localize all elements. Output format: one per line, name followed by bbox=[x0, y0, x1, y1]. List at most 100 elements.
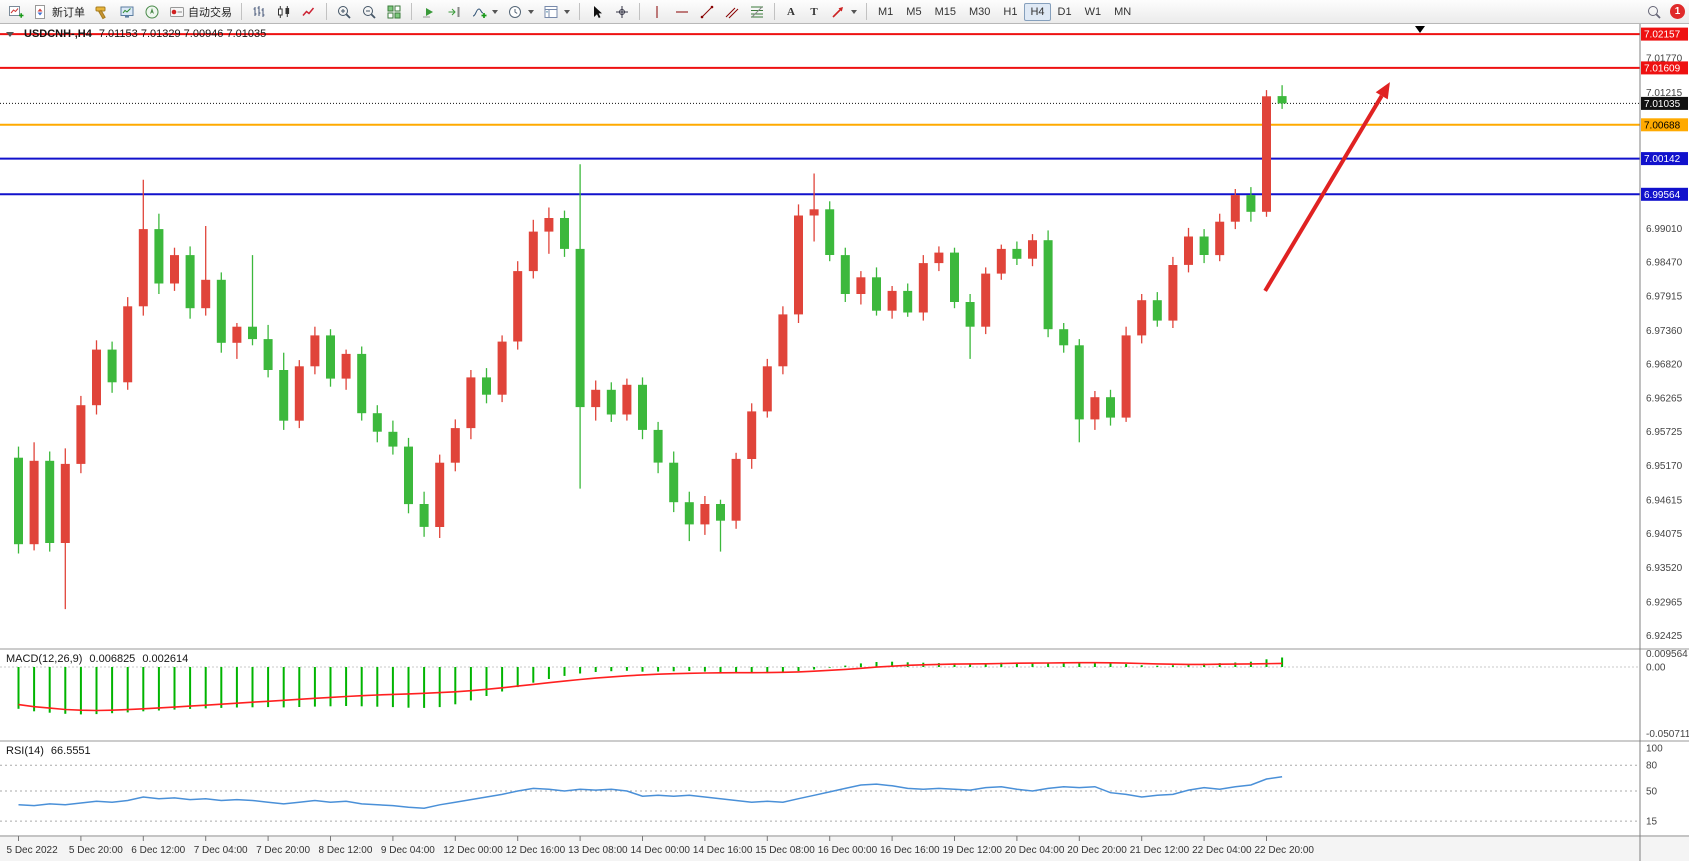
zoom-out-button[interactable] bbox=[357, 2, 381, 22]
chart-candles-button[interactable] bbox=[272, 2, 296, 22]
timeframe-button-w1[interactable]: W1 bbox=[1079, 3, 1108, 21]
time-axis-background bbox=[0, 837, 1689, 861]
zoom-in-icon bbox=[338, 5, 351, 19]
chart-shift-button[interactable] bbox=[442, 2, 466, 22]
chart-shift-marker[interactable] bbox=[1415, 26, 1425, 33]
rsi-line bbox=[18, 776, 1283, 809]
timeframe-button-m5[interactable]: M5 bbox=[900, 3, 927, 21]
new-order-button[interactable]: 新订单 bbox=[29, 2, 89, 22]
channel-tool-button[interactable] bbox=[720, 2, 744, 22]
timeframe-button-m30[interactable]: M30 bbox=[963, 3, 996, 21]
arrows-tool-button[interactable] bbox=[826, 2, 861, 22]
tile-windows-icon bbox=[387, 5, 401, 18]
horizontal-line-icon bbox=[676, 11, 688, 12]
svg-text:22 Dec 04:00: 22 Dec 04:00 bbox=[1192, 845, 1252, 856]
price-labels: 7.02157 7.01609 7.01035 7.00688 7.00142 6.995… bbox=[1641, 27, 1688, 201]
toolbar-separator bbox=[866, 3, 867, 20]
arrow-tool-icon bbox=[832, 6, 843, 18]
zoom-in-button[interactable] bbox=[332, 2, 356, 22]
template-icon bbox=[544, 5, 558, 18]
templates-button[interactable] bbox=[539, 2, 574, 22]
svg-text:80: 80 bbox=[1646, 761, 1658, 772]
trendline-tool-button[interactable] bbox=[695, 2, 719, 22]
svg-text:13 Dec 08:00: 13 Dec 08:00 bbox=[568, 845, 628, 856]
chevron-down-icon bbox=[528, 9, 534, 14]
svg-text:6.96820: 6.96820 bbox=[1646, 359, 1683, 370]
svg-text:20 Dec 04:00: 20 Dec 04:00 bbox=[1005, 845, 1065, 856]
svg-text:6.99010: 6.99010 bbox=[1646, 224, 1683, 235]
candlestick-icon bbox=[278, 5, 290, 18]
clock-icon bbox=[509, 5, 521, 18]
price-label-7.00688 bbox=[1641, 118, 1688, 132]
chart-bars-button[interactable] bbox=[247, 2, 271, 22]
channel-icon bbox=[725, 7, 739, 18]
zoom-out-icon bbox=[363, 5, 376, 19]
periods-button[interactable] bbox=[503, 2, 538, 22]
svg-text:7.01770: 7.01770 bbox=[1646, 54, 1683, 65]
label-tool-button[interactable]: T bbox=[803, 2, 825, 22]
svg-text:5 Dec 20:00: 5 Dec 20:00 bbox=[69, 845, 123, 856]
svg-text:6.98470: 6.98470 bbox=[1646, 257, 1683, 268]
monitor-icon bbox=[120, 6, 134, 18]
autoscroll-button[interactable] bbox=[417, 2, 441, 22]
timeframe-button-m1[interactable]: M1 bbox=[872, 3, 899, 21]
market-watch-button[interactable] bbox=[115, 2, 139, 22]
timeframe-button-d1[interactable]: D1 bbox=[1052, 3, 1078, 21]
cursor-button[interactable] bbox=[585, 2, 609, 22]
autotrading-icon bbox=[170, 6, 184, 17]
timeframe-button-h4[interactable]: H4 bbox=[1024, 2, 1051, 21]
toolbar-right-group: 1 bbox=[1642, 2, 1685, 22]
horizontal-line-tool-button[interactable] bbox=[670, 2, 694, 22]
horizontal-lines-layer bbox=[0, 33, 1640, 196]
text-tool-button[interactable]: A bbox=[780, 2, 802, 22]
timeframe-button-h1[interactable]: H1 bbox=[997, 3, 1023, 21]
autotrading-button[interactable]: 自动交易 bbox=[165, 2, 236, 22]
crosshair-button[interactable] bbox=[610, 2, 634, 22]
svg-text:9 Dec 04:00: 9 Dec 04:00 bbox=[381, 845, 435, 856]
svg-text:7.01215: 7.01215 bbox=[1646, 88, 1683, 99]
chart-shift-icon bbox=[448, 6, 460, 17]
svg-text:16 Dec 16:00: 16 Dec 16:00 bbox=[880, 845, 940, 856]
svg-text:14 Dec 00:00: 14 Dec 00:00 bbox=[631, 845, 691, 856]
svg-text:7.02157: 7.02157 bbox=[1644, 30, 1681, 41]
svg-text:6.97915: 6.97915 bbox=[1646, 292, 1683, 303]
chart-canvas[interactable]: 7.01770 7.01215 6.99010 6.98470 6.97915 6.973… bbox=[0, 24, 1689, 861]
search-button[interactable] bbox=[1642, 2, 1666, 22]
main-toolbar: 新订单 自动交易 A T M1 M5 M15 M30 H1 H4 D1 W1 M… bbox=[0, 0, 1689, 24]
svg-text:21 Dec 12:00: 21 Dec 12:00 bbox=[1130, 845, 1190, 856]
svg-text:50: 50 bbox=[1646, 787, 1658, 798]
trendline-icon bbox=[700, 5, 714, 18]
fibonacci-tool-button[interactable] bbox=[745, 2, 769, 22]
vertical-line-tool-button[interactable] bbox=[645, 2, 669, 22]
indicators-button[interactable] bbox=[467, 2, 502, 22]
timeframe-button-m15[interactable]: M15 bbox=[929, 3, 962, 21]
rsi-scale-ticks: 100 80 50 15 bbox=[1646, 744, 1663, 828]
price-label-6.99564 bbox=[1641, 187, 1688, 201]
toolbar-separator bbox=[326, 3, 327, 20]
chart-window[interactable]: 7.01770 7.01215 6.99010 6.98470 6.97915 6.973… bbox=[0, 24, 1689, 861]
notification-badge[interactable]: 1 bbox=[1670, 4, 1685, 19]
navigator-button[interactable] bbox=[140, 2, 164, 22]
svg-text:6.99564: 6.99564 bbox=[1644, 190, 1681, 201]
chevron-down-icon bbox=[564, 9, 570, 14]
macd-signal-line bbox=[18, 661, 1283, 712]
chevron-down-icon bbox=[851, 9, 857, 14]
expert-tools-button[interactable] bbox=[90, 2, 114, 22]
timeframe-button-mn[interactable]: MN bbox=[1108, 3, 1137, 21]
svg-text:0.00: 0.00 bbox=[1646, 663, 1666, 674]
trend-arrow-annotation[interactable] bbox=[1263, 82, 1390, 292]
chart-line-button[interactable] bbox=[297, 2, 321, 22]
candles-layer bbox=[14, 85, 1287, 610]
macd-histogram bbox=[17, 657, 1284, 715]
svg-text:7 Dec 04:00: 7 Dec 04:00 bbox=[194, 845, 248, 856]
toolbar-separator bbox=[411, 3, 412, 20]
new-chart-button[interactable] bbox=[4, 2, 28, 22]
autoscroll-icon bbox=[423, 7, 433, 17]
toolbar-separator bbox=[579, 3, 580, 20]
svg-text:7.01035: 7.01035 bbox=[1644, 99, 1681, 110]
svg-text:7.00688: 7.00688 bbox=[1644, 120, 1681, 131]
tile-windows-button[interactable] bbox=[382, 2, 406, 22]
compass-icon bbox=[145, 5, 159, 18]
vertical-line-icon bbox=[656, 5, 658, 18]
svg-text:6.94075: 6.94075 bbox=[1646, 529, 1683, 540]
